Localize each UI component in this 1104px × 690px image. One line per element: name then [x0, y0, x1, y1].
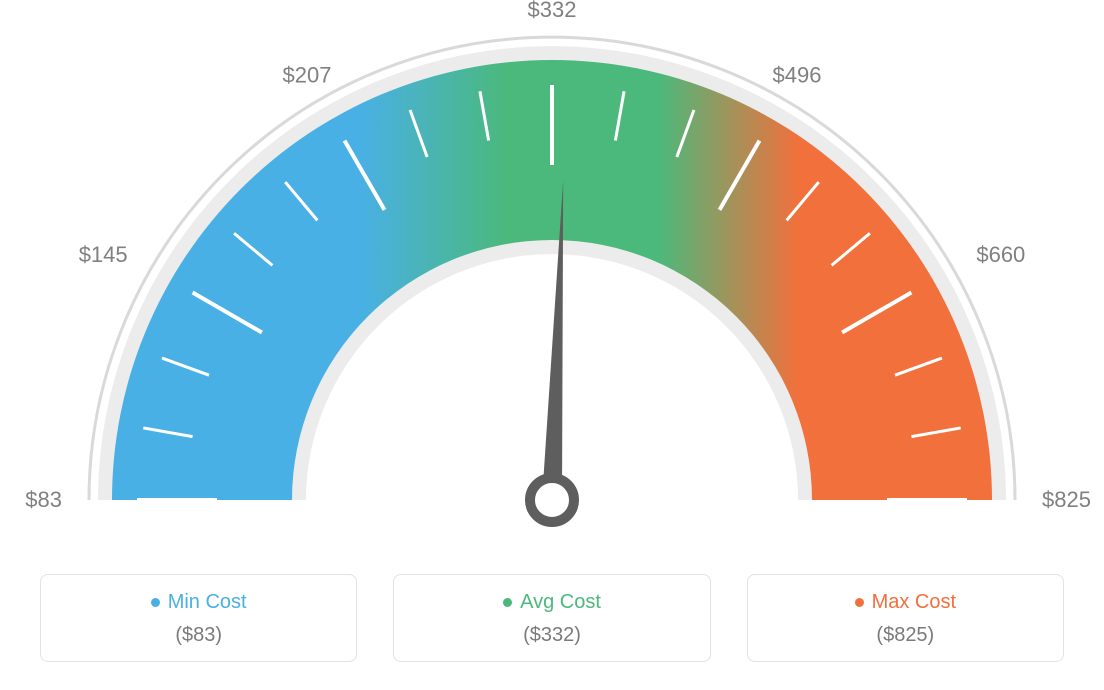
legend-card-avg: Avg Cost ($332)	[393, 574, 710, 662]
cost-gauge-chart: $83 $145 $207 $332 $496 $660 $825	[0, 0, 1104, 560]
legend-label: Avg Cost	[520, 591, 601, 614]
gauge-svg: $83 $145 $207 $332 $496 $660 $825	[0, 0, 1104, 560]
legend-row: Min Cost ($83) Avg Cost ($332) Max Cost …	[0, 574, 1104, 662]
gauge-tick-label: $825	[1042, 487, 1091, 512]
legend-value: ($83)	[41, 624, 356, 647]
gauge-tick-label: $83	[25, 487, 62, 512]
legend-label: Max Cost	[872, 591, 956, 614]
legend-card-max: Max Cost ($825)	[747, 574, 1064, 662]
legend-title-min: Min Cost	[151, 591, 247, 614]
legend-label: Min Cost	[168, 591, 247, 614]
dot-icon	[151, 598, 160, 607]
dot-icon	[855, 598, 864, 607]
legend-title-avg: Avg Cost	[503, 591, 601, 614]
gauge-tick-label: $496	[773, 63, 822, 88]
legend-title-max: Max Cost	[855, 591, 956, 614]
dot-icon	[503, 598, 512, 607]
gauge-tick-label: $660	[976, 242, 1025, 267]
legend-value: ($825)	[748, 624, 1063, 647]
legend-value: ($332)	[394, 624, 709, 647]
legend-card-min: Min Cost ($83)	[40, 574, 357, 662]
gauge-tick-label: $207	[283, 63, 332, 88]
gauge-tick-label: $145	[79, 242, 128, 267]
gauge-tick-label: $332	[528, 0, 577, 22]
